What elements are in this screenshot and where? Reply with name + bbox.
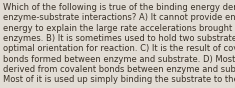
Text: Most of it is used up simply binding the substrate to the enzyme: Most of it is used up simply binding the…	[3, 75, 235, 84]
Text: energy to explain the large rate accelerations brought about by: energy to explain the large rate acceler…	[3, 24, 235, 33]
Text: enzymes. B) It is sometimes used to hold two substrates in the: enzymes. B) It is sometimes used to hold…	[3, 34, 235, 43]
Text: optimal orientation for reaction. C) It is the result of covalent: optimal orientation for reaction. C) It …	[3, 44, 235, 53]
Text: derived from covalent bonds between enzyme and substrate. E): derived from covalent bonds between enzy…	[3, 65, 235, 74]
Text: Which of the following is true of the binding energy derived from: Which of the following is true of the bi…	[3, 3, 235, 12]
Text: bonds formed between enzyme and substrate. D) Most of it is: bonds formed between enzyme and substrat…	[3, 55, 235, 64]
Text: enzyme-substrate interactions? A) It cannot provide enough: enzyme-substrate interactions? A) It can…	[3, 13, 235, 22]
